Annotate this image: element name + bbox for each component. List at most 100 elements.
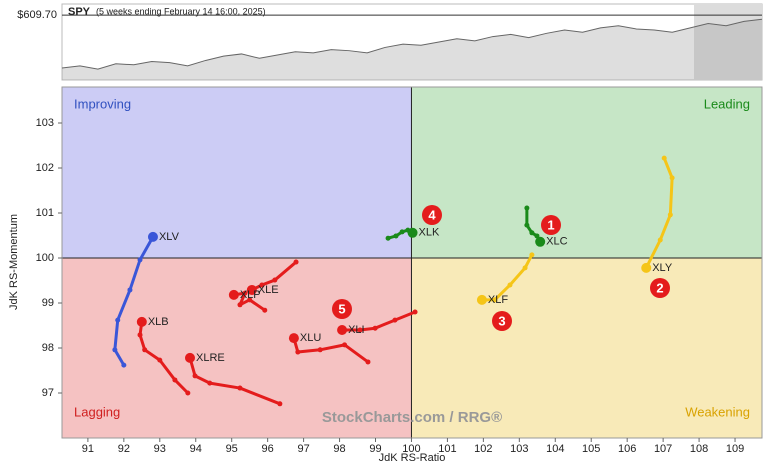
tail-point xyxy=(293,259,299,265)
y-axis-label: JdK RS-Momentum xyxy=(8,214,20,310)
quadrant xyxy=(62,87,412,258)
y-tick-label: 101 xyxy=(36,207,54,219)
price-line xyxy=(61,18,763,70)
x-tick-label: 95 xyxy=(226,443,238,455)
quadrant-label: Weakening xyxy=(685,404,750,419)
subtitle: (5 weeks ending February 14 16:00, 2025) xyxy=(96,6,266,16)
y-tick-label: 98 xyxy=(42,342,54,354)
tail-point xyxy=(247,297,253,303)
tail-point xyxy=(669,175,675,181)
head-point xyxy=(246,284,257,295)
x-tick-label: 105 xyxy=(582,443,600,455)
quadrant xyxy=(411,258,762,438)
tail-point xyxy=(237,385,243,391)
series-label: XLB xyxy=(148,316,169,328)
watermark: StockCharts.com / RRG® xyxy=(322,409,502,426)
series-label: XLP xyxy=(240,289,261,301)
x-tick-label: 103 xyxy=(510,443,528,455)
annotation-number: 2 xyxy=(656,280,663,295)
series-label: XLRE xyxy=(196,352,225,364)
tail-point xyxy=(399,229,405,235)
x-tick-label: 107 xyxy=(654,443,672,455)
tail-point xyxy=(342,342,348,348)
tail-point xyxy=(365,359,371,365)
tail-point xyxy=(127,287,133,293)
annotation-number: 5 xyxy=(338,301,345,316)
y-tick-label: 102 xyxy=(36,162,54,174)
period-highlight xyxy=(694,4,762,80)
head-point xyxy=(407,227,418,238)
y-tick-label: 97 xyxy=(42,387,54,399)
y-tick-label: 99 xyxy=(42,297,54,309)
tail-point xyxy=(534,233,540,239)
tail-point xyxy=(529,230,535,236)
tail-point xyxy=(657,237,663,243)
series-label: XLI xyxy=(348,324,365,336)
tail-point xyxy=(185,390,191,396)
head-point xyxy=(136,316,147,327)
head-point xyxy=(535,236,546,247)
tail-point xyxy=(112,347,118,353)
x-tick-label: 100 xyxy=(402,443,420,455)
series-label: XLV xyxy=(159,231,180,243)
series-label: XLU xyxy=(300,332,321,344)
tail-point xyxy=(121,362,127,368)
y-tick-label: 100 xyxy=(36,252,54,264)
head-point xyxy=(641,262,652,273)
x-axis-label: JdK RS-Ratio xyxy=(379,452,446,464)
quadrant xyxy=(62,258,412,438)
series-label: XLC xyxy=(546,236,567,248)
price-area xyxy=(62,19,762,80)
tail-point xyxy=(237,302,243,308)
plot-border xyxy=(61,86,763,439)
x-tick-label: 104 xyxy=(546,443,564,455)
quadrant-label: Leading xyxy=(704,96,750,111)
tail-point xyxy=(529,252,535,258)
x-tick-label: 102 xyxy=(474,443,492,455)
x-tick-label: 98 xyxy=(333,443,345,455)
annotation-badge xyxy=(422,205,442,225)
last-price-label: $609.70 xyxy=(17,9,57,21)
tail-point xyxy=(137,332,143,338)
tail-point xyxy=(242,290,248,296)
tail-point xyxy=(115,317,121,323)
annotation-badge xyxy=(650,278,670,298)
tail-point xyxy=(259,282,265,288)
annotation-badge xyxy=(332,299,352,319)
x-tick-label: 94 xyxy=(190,443,202,455)
price-panel xyxy=(61,3,763,81)
x-tick-label: 99 xyxy=(369,443,381,455)
x-tick-label: 93 xyxy=(154,443,166,455)
tail-point xyxy=(661,155,667,161)
tail-point xyxy=(393,233,399,239)
tail-point xyxy=(137,257,143,263)
annotation-number: 3 xyxy=(498,313,505,328)
x-tick-label: 101 xyxy=(438,443,456,455)
annotation-badge xyxy=(492,311,512,331)
head-point xyxy=(476,294,487,305)
tail-point xyxy=(142,347,148,353)
quadrant xyxy=(411,87,762,258)
tail-point xyxy=(412,309,418,315)
x-tick-label: 96 xyxy=(262,443,274,455)
x-tick-label: 106 xyxy=(618,443,636,455)
tail-point xyxy=(262,307,268,313)
quadrant-label: Improving xyxy=(74,96,131,111)
tail-point xyxy=(492,297,498,303)
tail-point xyxy=(272,277,278,283)
head-point xyxy=(288,333,299,344)
tail xyxy=(251,260,298,292)
benchmark-title: SPY xyxy=(68,6,91,18)
series-label: XLK xyxy=(419,227,440,239)
tail-point xyxy=(385,235,391,241)
annotation-badge xyxy=(541,215,561,235)
series-label: XLY xyxy=(652,262,673,274)
tail-point xyxy=(522,265,528,271)
tail-point xyxy=(524,205,530,211)
annotation-number: 4 xyxy=(428,207,436,222)
tail xyxy=(113,236,155,366)
quadrant-label: Lagging xyxy=(74,404,120,419)
tail-point xyxy=(277,401,283,407)
tail-point xyxy=(207,380,213,386)
